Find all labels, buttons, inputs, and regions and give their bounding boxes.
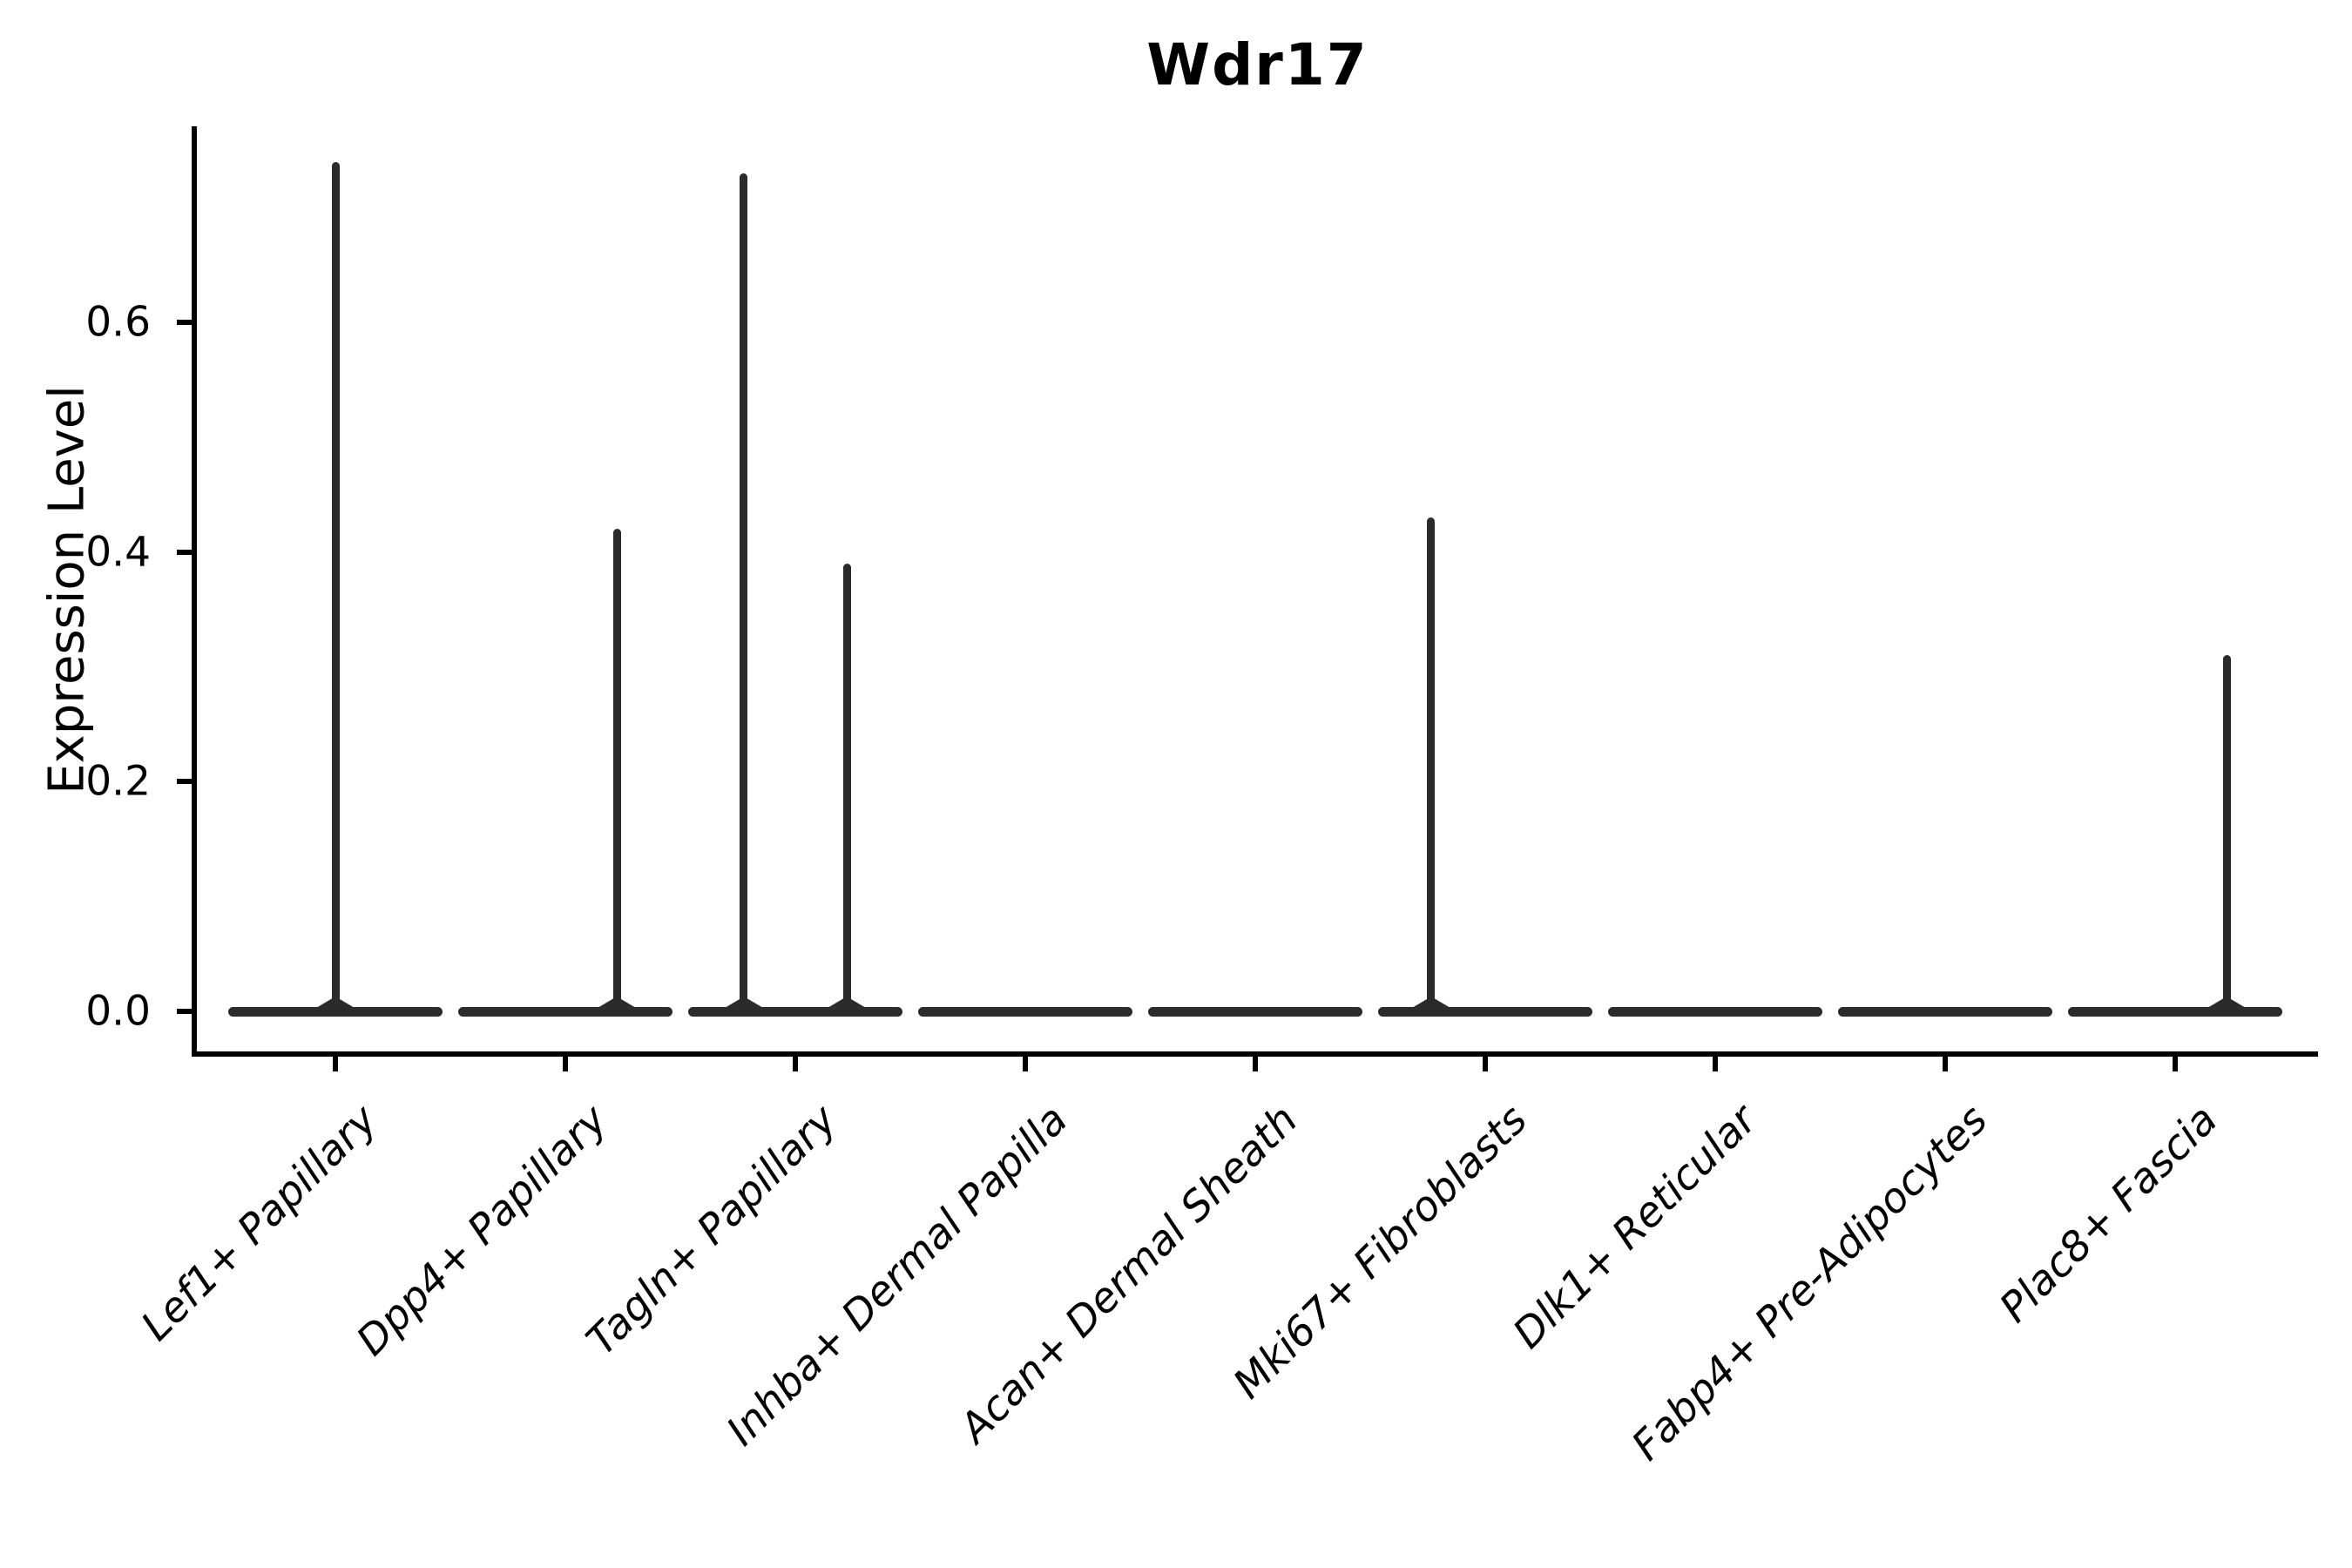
violin-body — [1838, 1006, 2052, 1017]
y-tick-label: 0.2 — [85, 757, 151, 806]
x-tick-label: Plac8+ Fascia — [1990, 1096, 2227, 1333]
chart-title: Wdr17 — [1146, 31, 1369, 98]
y-tick-label: 0.4 — [85, 528, 151, 577]
violin-body — [688, 1006, 902, 1017]
y-tick-mark — [177, 320, 192, 326]
y-tick-label: 0.6 — [85, 298, 151, 347]
x-tick-mark — [1253, 1057, 1258, 1071]
violin-spike — [612, 529, 621, 1011]
y-tick-mark — [177, 1009, 192, 1014]
violin-body — [228, 1006, 443, 1017]
y-tick-mark — [177, 549, 192, 555]
x-tick-label: Lef1+ Papillary — [132, 1096, 387, 1351]
violin-body — [1608, 1006, 1822, 1017]
x-tick-mark — [793, 1057, 798, 1071]
violin-spike — [331, 161, 340, 1011]
violin-spike — [842, 563, 851, 1011]
x-tick-mark — [333, 1057, 338, 1071]
x-tick-label: Dpp4+ Papillary — [347, 1096, 617, 1366]
x-tick-mark — [1943, 1057, 1948, 1071]
x-tick-mark — [1483, 1057, 1488, 1071]
y-tick-mark — [177, 779, 192, 785]
x-tick-mark — [563, 1057, 568, 1071]
x-tick-mark — [1713, 1057, 1718, 1071]
y-tick-label: 0.0 — [85, 987, 151, 1036]
violin-spike — [740, 172, 748, 1011]
violin-spike — [2222, 655, 2231, 1011]
y-axis-label: Expression Level — [38, 385, 96, 794]
violin-body — [918, 1006, 1132, 1017]
violin-body — [458, 1006, 672, 1017]
x-tick-label: Tagln+ Papillary — [578, 1096, 847, 1365]
violin-body — [1378, 1006, 1592, 1017]
violin-spike — [1427, 517, 1436, 1011]
x-tick-mark — [1023, 1057, 1028, 1071]
violin-body — [2068, 1006, 2282, 1017]
violin-body — [1148, 1006, 1362, 1017]
x-tick-mark — [2173, 1057, 2178, 1071]
y-axis-spine — [192, 126, 197, 1057]
x-tick-label: Dlk1+ Reticular — [1504, 1096, 1767, 1358]
x-axis-spine — [192, 1051, 2318, 1057]
